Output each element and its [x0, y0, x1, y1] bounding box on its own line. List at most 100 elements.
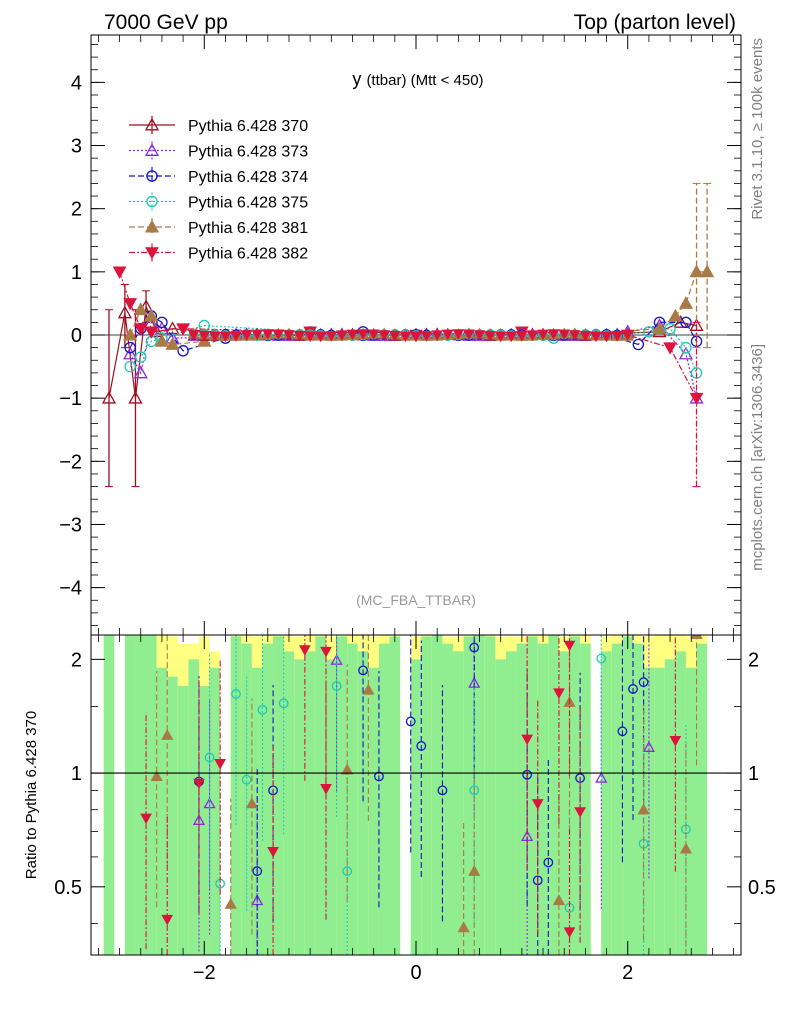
data-point	[133, 365, 148, 379]
legend-marker	[145, 247, 159, 260]
data-point	[219, 331, 232, 343]
data-point	[176, 323, 190, 336]
data-point	[293, 331, 306, 342]
mcplots-label: mcplots.cern.ch [arXiv:1306.3436]	[749, 344, 766, 571]
y-tick-label: −2	[59, 451, 82, 473]
series-6	[112, 266, 704, 488]
legend-marker	[144, 143, 160, 156]
ratio-band-inner	[675, 651, 686, 955]
data-point	[230, 331, 242, 342]
legend-marker	[146, 195, 158, 208]
ratio-band-inner	[431, 635, 443, 955]
ratio-y-tick-label-right: 0.5	[748, 877, 776, 899]
ratio-series-4	[150, 635, 703, 955]
x-tick-label: 2	[622, 962, 633, 984]
ratio-point	[150, 770, 163, 782]
data-point	[101, 390, 117, 404]
data-point	[621, 330, 634, 341]
ratio-band-inner	[283, 651, 295, 955]
data-point	[367, 329, 380, 341]
ratio-point	[679, 842, 693, 854]
ratio-y-tick-label-right: 2	[748, 649, 759, 671]
ratio-point	[553, 688, 565, 699]
ratio-band-inner	[294, 659, 305, 955]
y-tick-label: 3	[71, 136, 82, 158]
ratio-point	[543, 857, 554, 868]
ratio-point	[358, 665, 368, 676]
ratio-band-inner	[336, 636, 348, 955]
data-point	[135, 351, 147, 363]
data-point	[410, 331, 422, 343]
legend: Pythia 6.428 370 Pythia 6.428 373 Pythia 6…	[129, 116, 308, 263]
data-point	[537, 329, 549, 341]
ratio-y-tick-label: 1	[71, 763, 82, 785]
ratio-point	[267, 847, 279, 858]
data-point	[123, 346, 138, 360]
data-point	[154, 333, 170, 347]
ratio-band-inner	[273, 636, 284, 955]
legend-label: Pythia 6.428 370	[188, 118, 308, 135]
ratio-point	[521, 734, 534, 746]
ratio-band-inner	[495, 659, 506, 955]
ratio-series-5	[140, 635, 682, 955]
legend-entry: Pythia 6.428 374	[129, 167, 308, 186]
ratio-point	[457, 921, 470, 933]
data-point	[261, 329, 274, 340]
data-point	[678, 346, 694, 360]
data-point	[568, 330, 581, 341]
data-point	[144, 308, 159, 322]
ratio-point	[204, 752, 215, 763]
data-point	[526, 330, 539, 341]
data-point	[484, 331, 496, 342]
header-right: Top (parton level)	[574, 11, 736, 34]
legend-label: Pythia 6.428 374	[188, 169, 308, 186]
ratio-point	[341, 763, 354, 775]
data-point	[144, 326, 159, 339]
ratio-band-inner	[484, 636, 496, 955]
data-point	[452, 329, 465, 340]
data-point	[325, 331, 338, 342]
ratio-band-inner	[421, 636, 432, 955]
ratio-point	[596, 653, 607, 664]
y-tick-label: 4	[71, 72, 82, 94]
ratio-point	[469, 642, 480, 653]
ratio-band-inner	[188, 659, 199, 955]
data-point	[399, 331, 412, 343]
ratio-point	[437, 785, 448, 796]
ratio-band-inner	[146, 635, 157, 955]
ratio-point	[193, 778, 205, 790]
x-tick-label: −2	[193, 962, 216, 984]
ratio-band-inner	[548, 635, 559, 955]
legend-entry: Pythia 6.428 382	[129, 243, 308, 263]
data-point	[663, 342, 677, 355]
data-point	[117, 305, 132, 319]
ratio-band-inner	[580, 643, 591, 955]
ratio-point	[637, 803, 650, 815]
data-point	[240, 330, 253, 341]
y-tick-label: −1	[59, 388, 82, 410]
legend-entry: Pythia 6.428 370	[129, 116, 308, 135]
legend-marker	[144, 219, 160, 233]
ratio-point	[416, 741, 427, 751]
ratio-point	[140, 813, 152, 825]
data-point	[505, 331, 518, 343]
data-point	[473, 330, 486, 341]
ratio-series-2	[194, 635, 649, 955]
ratio-point	[628, 684, 638, 694]
data-point	[187, 330, 200, 341]
legend-marker	[146, 170, 158, 182]
ratio-band-inner	[209, 667, 221, 955]
data-point	[138, 299, 154, 313]
data-point	[123, 298, 138, 311]
data-point	[516, 331, 528, 342]
ratio-band-inner	[378, 643, 390, 955]
data-point	[668, 308, 683, 322]
data-point	[494, 331, 507, 343]
series-1	[101, 283, 704, 488]
ratio-band-inner	[251, 667, 263, 955]
ratio-band-inner	[664, 659, 676, 955]
ratio-band-inner	[505, 651, 517, 955]
plot-title: y (ttbar) (Mtt < 450)	[352, 69, 483, 89]
ratio-y-tick-label: 0.5	[54, 877, 82, 899]
series-2	[123, 315, 704, 404]
